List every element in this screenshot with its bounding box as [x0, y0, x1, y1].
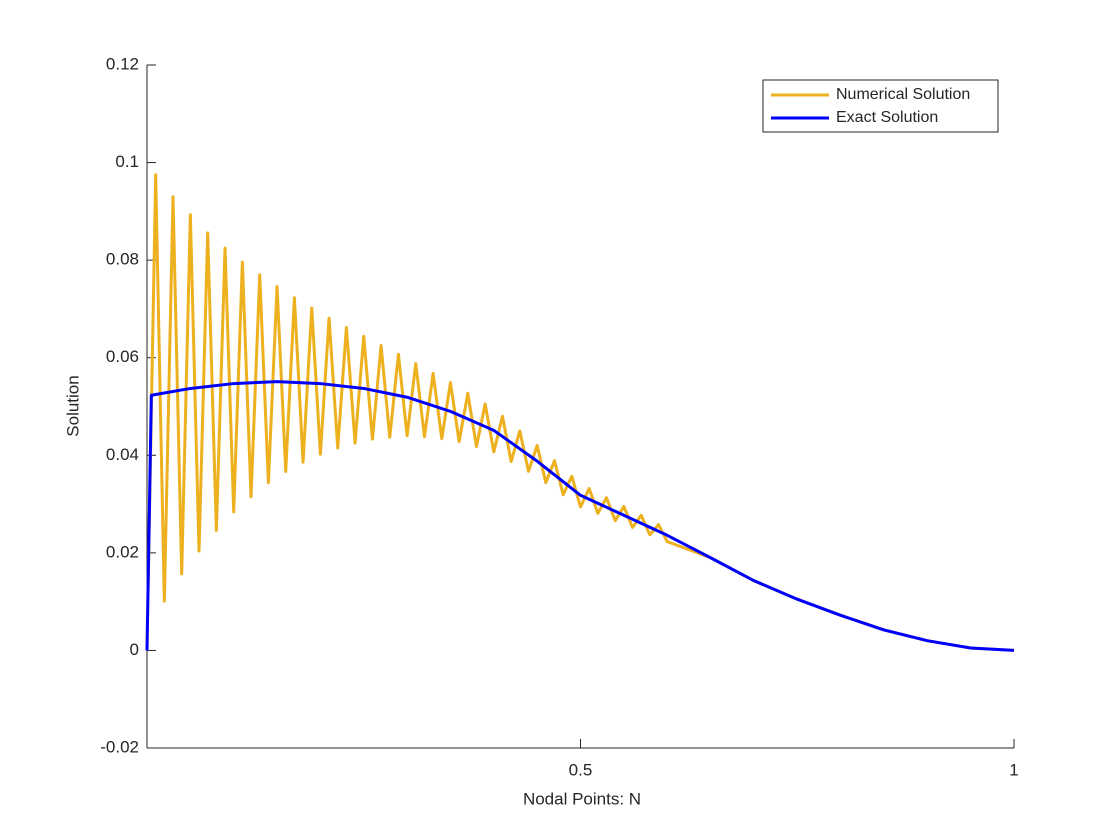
y-tick-label: 0.08 [106, 250, 139, 269]
legend-label: Exact Solution [836, 109, 938, 126]
y-tick-label: 0.12 [106, 54, 139, 73]
y-tick-label: 0.06 [106, 347, 139, 366]
series-line [145, 173, 1015, 652]
y-tick-label: 0 [130, 640, 139, 659]
x-tick-label: 0.5 [569, 760, 593, 779]
legend-box [762, 79, 999, 133]
y-tick-label: -0.02 [100, 737, 139, 756]
y-tick-label: 0.04 [106, 445, 139, 464]
y-tick-label: 0.02 [106, 542, 139, 561]
legend-label: Numerical Solution [836, 86, 970, 103]
x-axis-label: Nodal Points: N [523, 789, 641, 808]
series-line [145, 380, 1015, 652]
y-tick-label: 0.1 [115, 152, 139, 171]
x-tick-label: 1 [1009, 760, 1018, 779]
y-axis-label: Solution [63, 375, 82, 436]
